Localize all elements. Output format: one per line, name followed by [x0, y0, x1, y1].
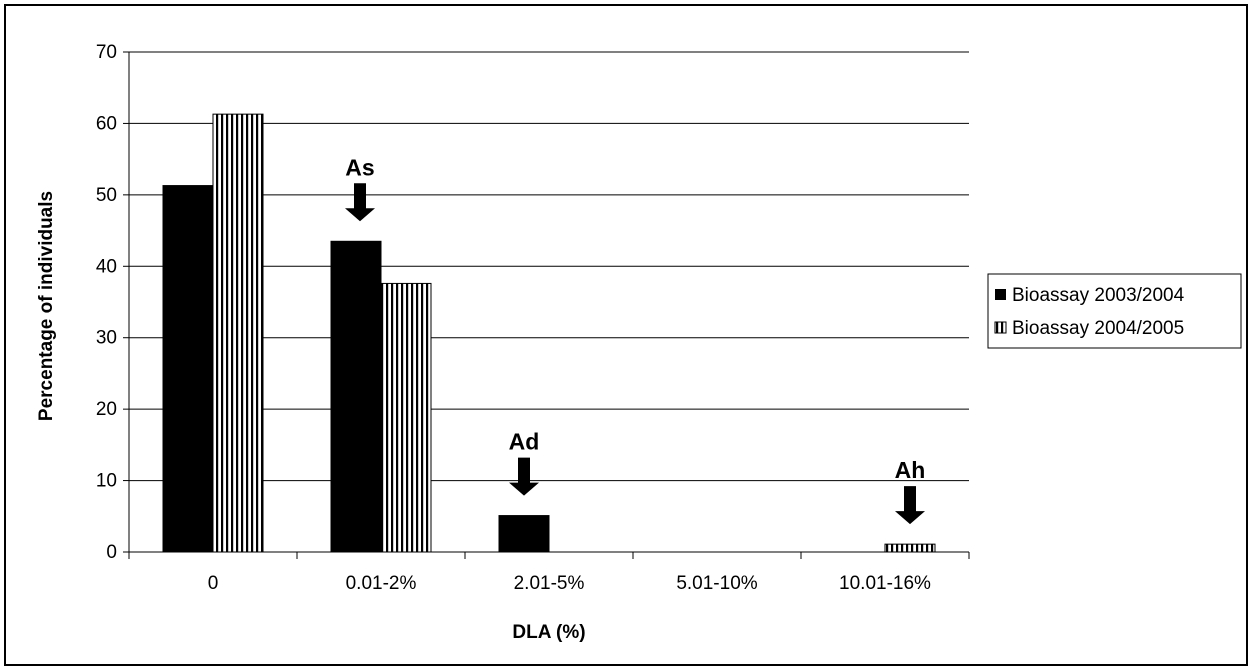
legend: Bioassay 2003/2004 Bioassay 2004/2005	[987, 273, 1242, 349]
bar-series-2-10-01-16-	[884, 543, 936, 553]
bar-series-1-0-01-2-	[330, 240, 382, 553]
bar-chart: 0 10 20 30 40 50 60 70 0 0.01-2% 2.01-5% 5.01-10% 1…	[36, 42, 1242, 643]
bar-series-2-0-01-2-	[380, 282, 432, 553]
bar-series-1-0	[162, 185, 214, 553]
y-axis-label: Percentage of individuals	[36, 191, 57, 421]
x-tick-labels: 0 0.01-2% 2.01-5% 5.01-10% 10.01-16%	[208, 573, 931, 594]
y-tick-label: 20	[96, 399, 117, 420]
annotation-arrow-ad	[509, 457, 539, 496]
annotation-label-as: As	[345, 154, 374, 180]
annotation-arrow-ah	[895, 486, 925, 525]
bar-series-1-2-01-5-	[498, 515, 550, 553]
annotation-label-ah: Ah	[895, 457, 926, 483]
y-tick-label: 0	[106, 542, 117, 563]
bars	[162, 113, 936, 553]
x-tick-label: 0	[208, 573, 219, 594]
y-tick-labels: 0 10 20 30 40 50 60 70	[96, 42, 117, 563]
x-tick-label: 2.01-5%	[514, 573, 585, 594]
legend-swatch-2004-2005	[994, 321, 1007, 334]
axes	[123, 51, 970, 559]
annotation-label-ad: Ad	[509, 429, 540, 455]
y-tick-label: 40	[96, 256, 117, 277]
y-tick-label: 60	[96, 113, 117, 134]
gridlines	[129, 51, 969, 482]
x-tick-label: 10.01-16%	[839, 573, 931, 594]
y-tick-label: 10	[96, 471, 117, 492]
bar-series-2-0	[212, 113, 264, 553]
x-tick-label: 5.01-10%	[676, 573, 757, 594]
legend-label-2003-2004: Bioassay 2003/2004	[1012, 285, 1185, 306]
annotation-arrow-as	[345, 183, 375, 222]
x-axis-label: DLA (%)	[512, 622, 585, 643]
legend-swatch-2003-2004	[995, 289, 1006, 300]
legend-box	[987, 273, 1242, 349]
y-tick-label: 70	[96, 42, 117, 63]
y-tick-label: 50	[96, 185, 117, 206]
legend-label-2004-2005: Bioassay 2004/2005	[1012, 318, 1184, 339]
y-tick-label: 30	[96, 328, 117, 349]
chart-frame: 0 10 20 30 40 50 60 70 0 0.01-2% 2.01-5% 5.01-10% 1…	[4, 4, 1248, 666]
x-tick-label: 0.01-2%	[346, 573, 417, 594]
annotations: As Ad Ah	[345, 154, 926, 525]
